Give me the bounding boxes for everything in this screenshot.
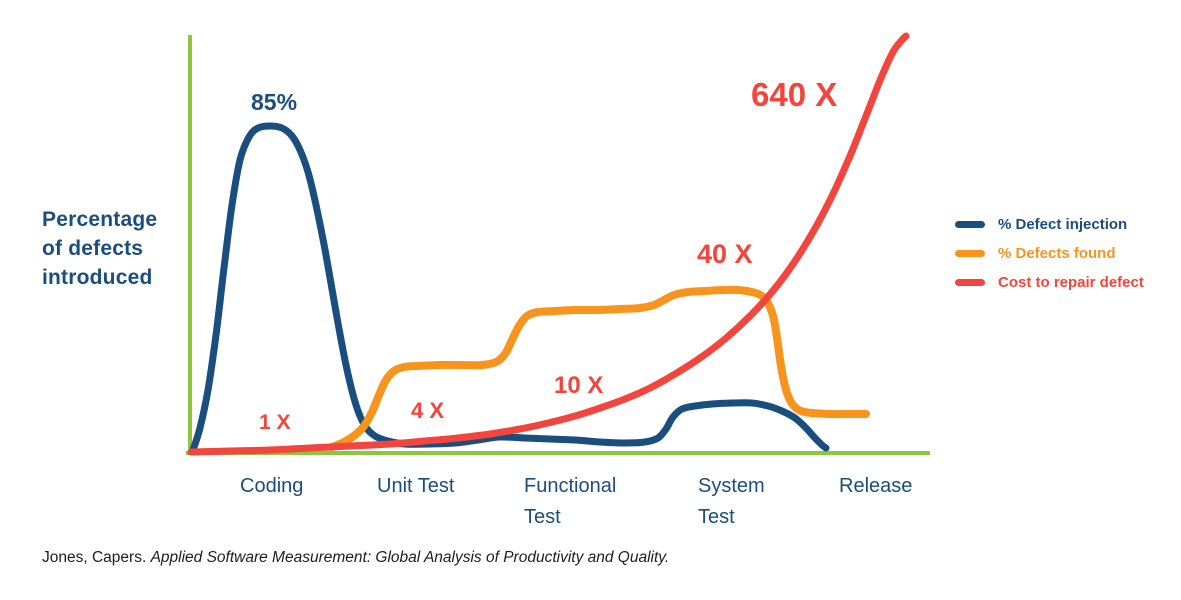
y-axis-title-line: Percentage xyxy=(42,208,158,231)
citation-title: Applied Software Measurement: Global Ana… xyxy=(150,549,670,566)
curve-defect-injection xyxy=(189,122,830,454)
x-axis-label-unit-test: Unit Test xyxy=(377,471,454,502)
legend-label: % Defects found xyxy=(998,244,1116,262)
legend-swatch-red xyxy=(955,278,985,286)
x-axis-label-line: Test xyxy=(524,506,561,528)
curve-cost-to-repair-defect xyxy=(187,32,910,456)
annotation-cost-40x: 40 X xyxy=(697,239,753,269)
x-axis-label-line: Functional xyxy=(524,475,617,497)
x-axis-label-functional-test: Functional Test xyxy=(524,471,616,533)
series-curves xyxy=(187,32,910,456)
legend: % Defect injection % Defects found Cost … xyxy=(955,214,1144,301)
legend-item-defects-found: % Defects found xyxy=(955,243,1144,263)
x-axis-label-line: System xyxy=(698,475,765,497)
annotation-cost-1x: 1 X xyxy=(259,411,291,434)
x-axis-label-release: Release xyxy=(839,471,912,502)
y-axis-title-line: introduced xyxy=(42,266,153,289)
x-axis-label-line: Coding xyxy=(240,475,304,497)
curve-defects-found xyxy=(328,285,870,451)
x-axis-label-line: Release xyxy=(839,475,913,497)
legend-label: Cost to repair defect xyxy=(998,273,1144,291)
annotation-cost-10x: 10 X xyxy=(554,372,604,399)
x-axis-label-line: Test xyxy=(698,506,735,528)
annotation-85-percent: 85% xyxy=(251,89,298,115)
annotation-cost-640x: 640 X xyxy=(751,76,838,113)
annotation-cost-4x: 4 X xyxy=(411,398,445,423)
x-axis-label-line: Unit Test xyxy=(377,475,455,497)
x-axis-label-coding: Coding xyxy=(240,471,303,502)
x-axis-label-system-test: System Test xyxy=(698,471,765,533)
legend-swatch-orange xyxy=(955,249,985,257)
source-citation: Jones, Capers. Applied Software Measurem… xyxy=(42,549,669,567)
y-axis-title-line: of defects xyxy=(42,237,144,260)
legend-swatch-navy xyxy=(955,220,985,228)
y-axis-title: Percentage of defects introduced xyxy=(42,205,157,292)
legend-item-cost-to-repair: Cost to repair defect xyxy=(955,272,1144,292)
citation-author: Jones, Capers. xyxy=(42,549,151,566)
legend-item-defect-injection: % Defect injection xyxy=(955,214,1144,234)
legend-label: % Defect injection xyxy=(998,215,1128,233)
